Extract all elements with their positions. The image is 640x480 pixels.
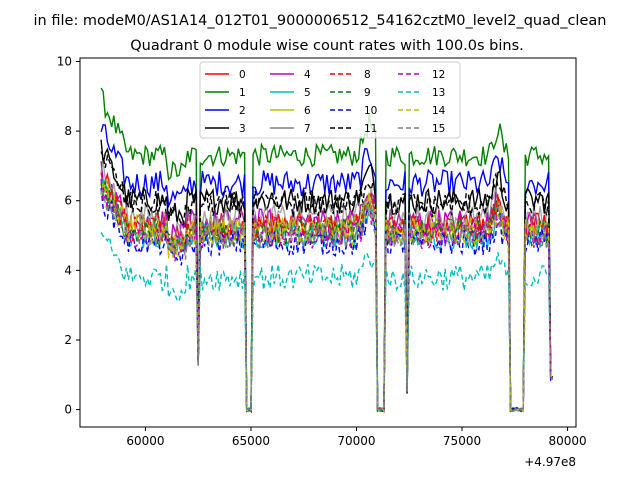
x-tick-label: 70000 <box>337 434 375 448</box>
x-tick-label: 65000 <box>232 434 270 448</box>
legend-label: 6 <box>304 105 311 117</box>
legend-label: 7 <box>304 123 311 135</box>
legend-label: 0 <box>239 69 246 81</box>
x-tick-label: 75000 <box>443 434 481 448</box>
y-tick-label: 8 <box>64 124 72 138</box>
chart-suptitle: in file: modeM0/AS1A14_012T01_9000006512… <box>34 13 607 29</box>
legend-label: 15 <box>432 123 445 135</box>
plot-frame <box>79 57 577 428</box>
legend-label: 2 <box>239 105 246 117</box>
y-tick-label: 6 <box>64 194 72 208</box>
legend-label: 3 <box>239 123 246 135</box>
y-tick-label: 2 <box>64 333 72 347</box>
series-line-2 <box>100 124 554 413</box>
series-line-13 <box>100 232 554 413</box>
series-line-11 <box>100 151 553 413</box>
legend-label: 14 <box>432 105 446 117</box>
y-tick-label: 10 <box>57 54 72 68</box>
series-line-9 <box>100 181 554 413</box>
y-tick-label: 4 <box>64 263 72 277</box>
series-line-1 <box>100 87 554 413</box>
legend-label: 10 <box>364 105 377 117</box>
legend-frame <box>199 61 461 139</box>
legend-label: 11 <box>364 123 377 135</box>
series-line-10 <box>100 187 553 412</box>
legend-label: 9 <box>364 87 371 99</box>
series-layer <box>100 87 554 414</box>
x-tick-label: 60000 <box>126 434 164 448</box>
legend-label: 8 <box>364 69 371 81</box>
x-axis-offset-label: +4.97e8 <box>524 455 576 469</box>
chart-title: Quadrant 0 module wise count rates with … <box>130 38 524 54</box>
legend-label: 12 <box>432 69 445 81</box>
legend-label: 1 <box>239 87 246 99</box>
x-axis: 60000 65000 70000 75000 80000 <box>126 427 587 448</box>
x-tick-label: 80000 <box>548 434 586 448</box>
legend-label: 4 <box>304 69 311 81</box>
series-line-14 <box>100 183 553 413</box>
legend-label: 5 <box>304 87 311 99</box>
series-line-15 <box>100 189 553 413</box>
legend-label: 13 <box>432 87 445 99</box>
y-axis: 0 2 4 6 8 10 <box>57 54 80 417</box>
y-tick-label: 0 <box>64 403 72 417</box>
